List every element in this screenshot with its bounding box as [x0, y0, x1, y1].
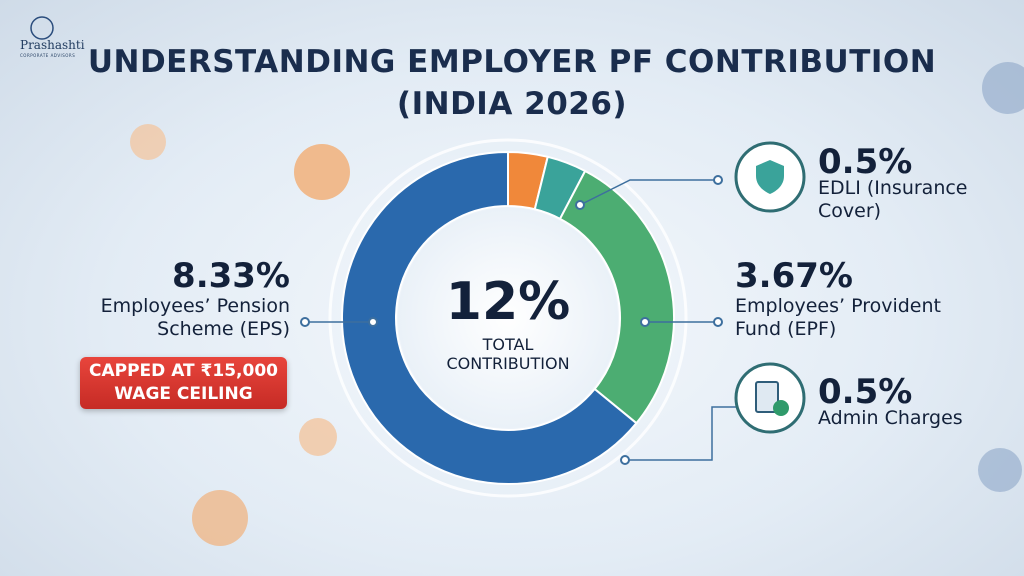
leader-line — [579, 179, 718, 206]
coin-icon — [773, 400, 789, 416]
coin — [299, 418, 337, 456]
donut — [341, 150, 675, 485]
logo-tagline: CORPORATE ADVISORS — [20, 53, 76, 58]
value-label: 3.67% — [735, 256, 853, 296]
value-label: 0.5% — [818, 142, 913, 182]
category-label: Admin Charges — [818, 407, 963, 429]
coin — [130, 124, 166, 160]
dot — [640, 317, 650, 327]
coin — [294, 144, 350, 200]
donut-segment — [341, 150, 638, 485]
dot — [300, 317, 310, 327]
dot — [713, 175, 723, 185]
title-line: (INDIA 2026) — [396, 86, 628, 122]
dot — [575, 200, 585, 210]
dot — [713, 317, 723, 327]
donut-hole — [398, 208, 618, 428]
dot — [620, 455, 630, 465]
center-value: 12% — [445, 272, 571, 332]
category-label: EDLI (Insurance Cover) — [818, 177, 968, 222]
value-label: 8.33% — [172, 256, 290, 296]
coin — [982, 62, 1024, 114]
coin — [978, 448, 1022, 492]
note-badge: CAPPED AT ₹15,000 WAGE CEILING — [80, 357, 287, 409]
donut-segment — [558, 169, 675, 425]
shield-icon — [756, 160, 784, 194]
leader-line — [625, 406, 740, 461]
center-caption: TOTAL CONTRIBUTION — [446, 335, 570, 373]
value-label: 0.5% — [818, 372, 913, 412]
category-label: Employees’ Pension Scheme (EPS) — [100, 295, 290, 340]
logo-text: Prashashti — [20, 38, 85, 52]
logo-icon — [30, 16, 54, 40]
category-label: Employees’ Provident Fund (EPF) — [735, 295, 941, 340]
document-icon — [755, 381, 779, 413]
coin — [192, 490, 248, 546]
leader-dots — [300, 175, 723, 465]
dot — [368, 317, 378, 327]
leaders — [305, 179, 740, 461]
ring-outline — [328, 138, 688, 498]
title-line: UNDERSTANDING EMPLOYER PF CONTRIBUTION — [87, 44, 937, 80]
